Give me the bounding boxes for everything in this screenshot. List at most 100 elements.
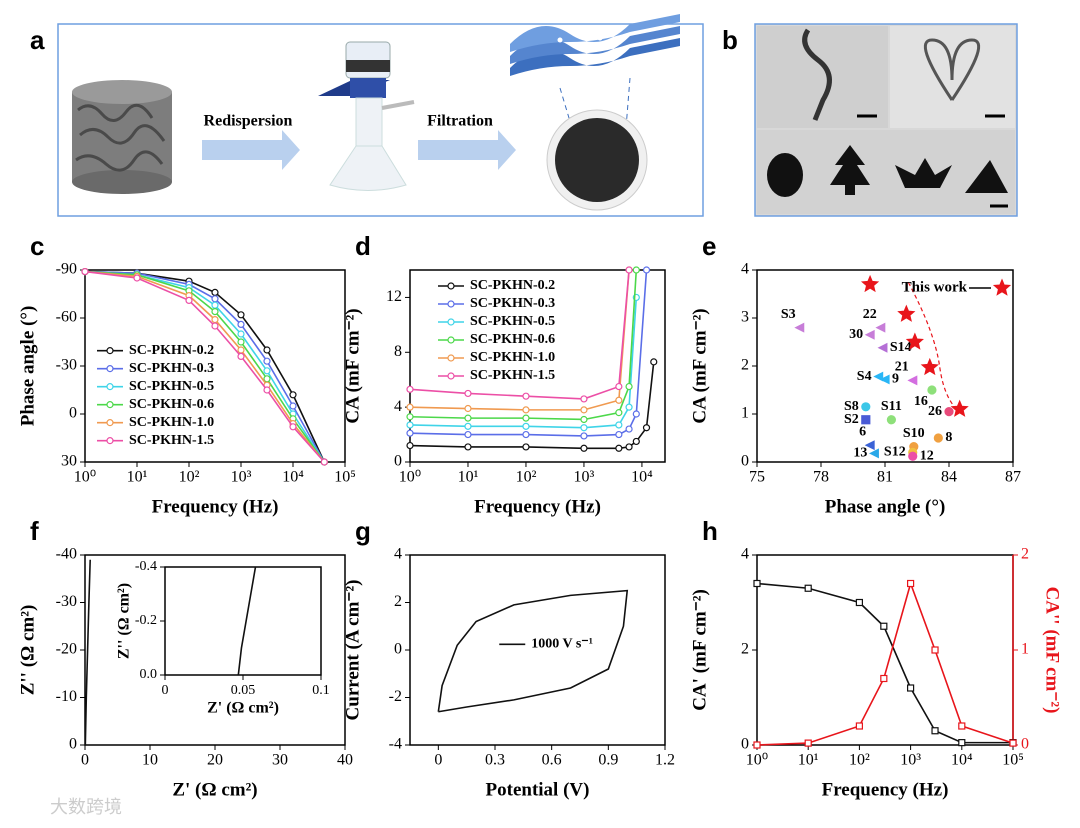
x-tick-label: 87	[1005, 469, 1021, 486]
panel-label: g	[355, 516, 371, 546]
marker	[794, 322, 805, 333]
y-tick-label: 4	[741, 546, 749, 563]
x-tick-label: 0	[434, 752, 442, 769]
filter-flask	[318, 41, 415, 191]
x-tick-label: 84	[941, 469, 957, 486]
marker	[464, 443, 472, 451]
marker	[642, 266, 651, 274]
x-tick-label: 1.2	[655, 752, 675, 769]
legend-label: 1000 V s⁻¹	[531, 637, 593, 652]
marker	[927, 385, 937, 395]
x-tick-label: 0	[81, 752, 89, 769]
marker	[106, 437, 114, 445]
marker	[864, 329, 875, 340]
legend-label: SC-PKHN-0.2	[129, 343, 214, 358]
panel-label: a	[30, 25, 45, 55]
point-label: S2	[844, 412, 859, 427]
marker	[289, 402, 297, 410]
marker	[753, 579, 761, 588]
legend-label: SC-PKHN-0.5	[129, 379, 214, 394]
x-tick-label: 0.6	[542, 752, 562, 769]
series-line	[237, 566, 257, 676]
marker	[855, 598, 864, 607]
x-tick-label: 10	[142, 752, 158, 769]
marker	[873, 371, 884, 382]
photo	[757, 26, 888, 128]
series-line	[409, 269, 630, 400]
marker	[632, 437, 640, 446]
marker	[615, 396, 623, 404]
series-line	[409, 269, 630, 411]
marker	[263, 367, 271, 375]
marker	[263, 386, 271, 394]
marker	[615, 421, 623, 429]
marker	[522, 414, 530, 422]
x-tick-label: 40	[337, 752, 353, 769]
marker	[211, 308, 219, 316]
y-axis-label: Z'' (Ω cm²)	[17, 605, 38, 696]
y-tick-label: -90	[56, 261, 77, 278]
marker	[406, 421, 414, 429]
legend-label: SC-PKHN-0.6	[129, 397, 214, 412]
series-line	[84, 559, 91, 746]
series-line	[756, 580, 1014, 746]
y-tick-label: 2	[394, 593, 402, 610]
marker	[615, 409, 623, 417]
marker	[522, 443, 530, 451]
marker	[320, 458, 328, 466]
marker	[447, 300, 455, 308]
y-tick-label: -2	[389, 688, 402, 705]
x-axis-label: Phase angle (°)	[825, 496, 946, 517]
x-tick-label: 10⁰	[399, 469, 421, 486]
marker	[464, 389, 472, 398]
x-tick-label: 75	[749, 469, 765, 486]
y-tick-label: -40	[56, 546, 77, 563]
legend-label: SC-PKHN-0.3	[470, 296, 555, 311]
marker	[447, 336, 455, 344]
x-tick-label: 0.3	[485, 752, 505, 769]
marker	[106, 419, 114, 427]
marker	[406, 413, 414, 421]
y2-axis-label: CA'' (mF cm⁻²)	[1042, 587, 1063, 714]
marker	[106, 401, 114, 409]
marker	[580, 432, 588, 440]
marker	[642, 424, 651, 432]
marker	[880, 622, 888, 630]
x-tick-label: 0.9	[598, 752, 618, 769]
plot-frame	[164, 566, 322, 676]
marker	[237, 311, 245, 319]
marker	[406, 385, 414, 393]
marker	[185, 296, 193, 304]
x-tick-label: 10⁵	[1002, 752, 1024, 769]
marker	[81, 268, 89, 276]
marker	[615, 382, 623, 391]
point-label: S3	[781, 307, 796, 322]
point-label: S8	[844, 399, 859, 414]
x-tick-label: 10²	[516, 469, 537, 486]
point-label: 22	[863, 307, 877, 322]
point-label: 6	[859, 424, 866, 439]
x-axis-label: Z' (Ω cm²)	[207, 700, 279, 717]
marker	[877, 342, 888, 353]
marker	[950, 399, 969, 417]
shape-tree	[830, 145, 870, 195]
y-tick-label: 4	[394, 398, 402, 415]
marker	[864, 440, 875, 451]
marker	[625, 443, 633, 451]
marker	[860, 274, 880, 293]
step-label: Redispersion	[204, 113, 293, 130]
marker	[855, 722, 864, 730]
panel-label: b	[722, 25, 738, 55]
marker	[464, 404, 472, 413]
y-tick-label: 0	[69, 405, 77, 422]
marker	[753, 741, 761, 749]
y-tick-label: -0.4	[135, 559, 157, 574]
y-tick-label: -30	[56, 357, 77, 374]
y-tick-label: 2	[741, 641, 749, 658]
marker	[263, 375, 271, 383]
trend-line	[907, 282, 964, 416]
x-tick-label: 0.1	[312, 683, 330, 698]
marker	[289, 391, 297, 399]
panel-label: e	[702, 231, 716, 261]
